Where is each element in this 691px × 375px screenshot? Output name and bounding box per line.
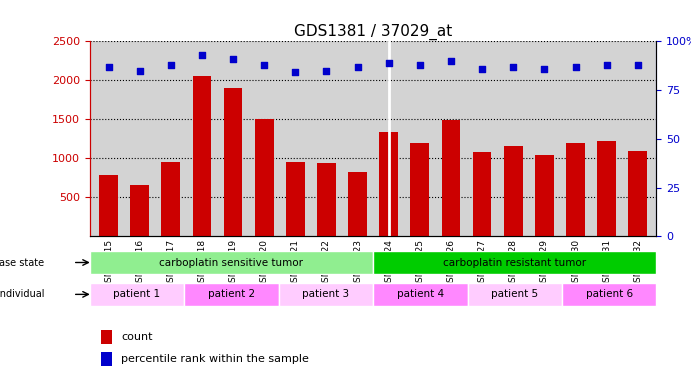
Bar xyxy=(131,185,149,236)
Point xyxy=(570,64,581,70)
Text: carboplatin sensitive tumor: carboplatin sensitive tumor xyxy=(160,258,303,267)
FancyBboxPatch shape xyxy=(468,283,562,306)
Bar xyxy=(348,172,367,236)
Point xyxy=(165,62,176,68)
Point xyxy=(196,52,207,58)
Point xyxy=(352,64,363,70)
Point xyxy=(477,66,488,72)
Point xyxy=(632,62,643,68)
Text: count: count xyxy=(121,332,153,342)
FancyBboxPatch shape xyxy=(562,283,656,306)
Bar xyxy=(628,151,647,236)
Point xyxy=(446,58,457,64)
FancyBboxPatch shape xyxy=(373,251,656,274)
Point xyxy=(290,69,301,75)
Bar xyxy=(597,141,616,236)
Text: disease state: disease state xyxy=(0,258,44,267)
Point xyxy=(384,60,395,66)
Point xyxy=(508,64,519,70)
FancyBboxPatch shape xyxy=(184,283,278,306)
Title: GDS1381 / 37029_at: GDS1381 / 37029_at xyxy=(294,24,453,40)
FancyBboxPatch shape xyxy=(373,283,468,306)
Point xyxy=(601,62,612,68)
Point xyxy=(539,66,550,72)
FancyBboxPatch shape xyxy=(278,283,373,306)
Bar xyxy=(101,330,113,344)
Text: patient 6: patient 6 xyxy=(586,290,633,299)
FancyBboxPatch shape xyxy=(90,283,184,306)
Text: patient 4: patient 4 xyxy=(397,290,444,299)
Bar xyxy=(317,163,336,236)
FancyBboxPatch shape xyxy=(90,251,373,274)
Point xyxy=(227,56,238,62)
Bar xyxy=(442,120,460,236)
Text: percentile rank within the sample: percentile rank within the sample xyxy=(121,354,309,364)
Text: carboplatin resistant tumor: carboplatin resistant tumor xyxy=(443,258,587,267)
Point xyxy=(103,64,114,70)
Text: patient 2: patient 2 xyxy=(208,290,255,299)
Bar xyxy=(162,162,180,236)
Point xyxy=(321,68,332,74)
Text: patient 5: patient 5 xyxy=(491,290,538,299)
Bar xyxy=(473,152,491,236)
Bar xyxy=(224,88,243,236)
Text: individual: individual xyxy=(0,290,44,299)
Bar xyxy=(566,143,585,236)
Bar xyxy=(286,162,305,236)
Text: patient 3: patient 3 xyxy=(303,290,350,299)
Bar xyxy=(504,146,522,236)
Text: patient 1: patient 1 xyxy=(113,290,160,299)
Point xyxy=(134,68,145,74)
Bar xyxy=(193,76,211,236)
Bar xyxy=(410,142,429,236)
Bar xyxy=(100,175,118,236)
Bar xyxy=(379,132,398,236)
Bar xyxy=(101,352,113,366)
Point xyxy=(258,62,269,68)
Bar xyxy=(535,155,553,236)
Bar xyxy=(255,119,274,236)
Point xyxy=(415,62,426,68)
